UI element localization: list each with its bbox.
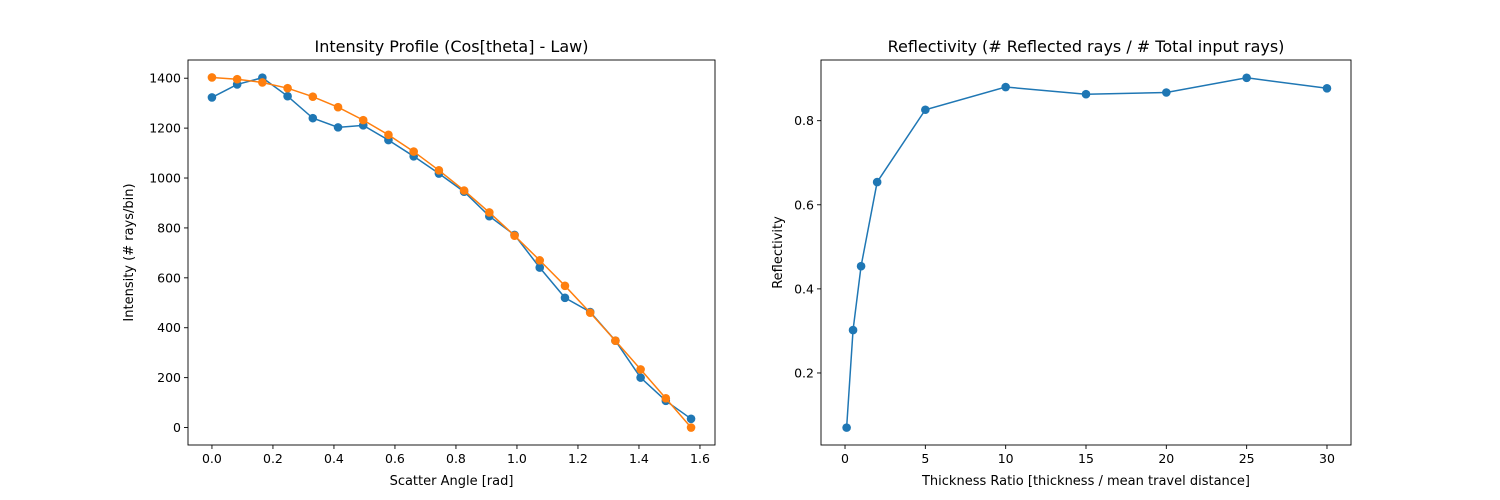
y-axis-label: Intensity (# rays/bin) [122, 183, 137, 321]
series-2-point [686, 423, 696, 432]
series-1-point [1162, 88, 1171, 97]
series-2-point [207, 73, 217, 82]
series-1-point [535, 263, 545, 272]
series-1-line [845, 77, 1328, 428]
series-1-point [283, 91, 292, 101]
x-tick-label: 0.4 [324, 451, 344, 466]
y-tick-label: 600 [157, 270, 181, 285]
x-tick-label: 0.2 [263, 451, 283, 466]
y-tick-label: 0.4 [794, 281, 814, 296]
series-2-point [510, 231, 519, 240]
series-2-point [358, 115, 368, 125]
series-1-point [872, 177, 882, 187]
series-1-point [921, 105, 930, 115]
series-2-point [232, 74, 242, 84]
chart-2: 0 5 10 15 20 25 30 0.2 0.4 0.6 0.8 Reflectivity (# … [771, 37, 1352, 489]
series-1-point [560, 293, 570, 303]
series-2-point [384, 130, 393, 140]
x-tick-label: 0.6 [385, 451, 405, 466]
y-tick-label: 1000 [149, 171, 181, 186]
series-2-line [211, 76, 692, 429]
y-tick-label: 0.6 [794, 197, 814, 212]
series-1-point [848, 325, 858, 335]
y-tick-label: 1200 [149, 121, 181, 136]
x-tick-label: 10 [998, 451, 1014, 466]
x-tick-label: 1.0 [507, 451, 527, 466]
plot-frame [187, 59, 716, 446]
y-tick-label: 1400 [149, 71, 181, 86]
x-tick-label: 1.2 [568, 451, 588, 466]
series-1-point [686, 414, 696, 424]
series-2-point [560, 281, 570, 291]
series-1-point [1081, 89, 1091, 99]
chart-1: 0.0 0.2 0.4 0.6 0.8 1.0 1.2 1.4 1.6 0 200 400 600 800… [122, 37, 716, 489]
series-2-point [434, 165, 444, 175]
series-1-point [333, 123, 343, 132]
y-tick-label: 0.8 [794, 113, 814, 128]
series-1-point [1322, 84, 1332, 93]
y-tick-label: 200 [157, 370, 181, 385]
series-1-point [207, 93, 217, 102]
series-2-point [661, 394, 671, 403]
series-2-point [636, 365, 645, 374]
series-2-point [585, 308, 595, 318]
series-2-point [535, 256, 545, 265]
series-1-point [1242, 73, 1251, 83]
series-1-point [842, 423, 851, 432]
chart-title: Reflectivity (# Reflected rays / # Total… [888, 37, 1285, 56]
x-axis-label: Thickness Ratio [thickness / mean travel… [921, 474, 1250, 489]
series-2-point [485, 208, 494, 217]
x-tick-label: 20 [1158, 451, 1174, 466]
series-1-point [1001, 82, 1010, 92]
x-tick-label: 1.4 [629, 451, 649, 466]
y-tick-label: 0.2 [794, 365, 814, 380]
chart-title: Intensity Profile (Cos[theta] - Law) [315, 37, 589, 56]
y-tick-label: 400 [157, 320, 181, 335]
x-tick-label: 0 [841, 451, 849, 466]
series-1-point [308, 113, 318, 123]
series-2-point [283, 83, 292, 93]
series-2-point [611, 336, 620, 346]
y-axis-label: Reflectivity [771, 216, 786, 289]
x-axis-label: Scatter Angle [rad] [390, 474, 514, 489]
series-2-point [258, 78, 267, 87]
series-1-point [856, 261, 866, 271]
x-tick-label: 5 [921, 451, 929, 466]
x-tick-label: 1.6 [690, 451, 710, 466]
x-tick-label: 30 [1319, 451, 1335, 466]
x-tick-label: 0.8 [446, 451, 466, 466]
series-2-point [333, 102, 343, 112]
x-tick-label: 15 [1078, 451, 1094, 466]
series-2-point [459, 186, 469, 195]
series-1-point [636, 373, 645, 382]
y-tick-label: 0 [173, 420, 181, 435]
x-tick-label: 0.0 [202, 451, 222, 466]
y-tick-label: 800 [157, 220, 181, 235]
series-2-point [409, 147, 418, 156]
x-tick-label: 25 [1239, 451, 1255, 466]
series-2-point [308, 92, 318, 101]
